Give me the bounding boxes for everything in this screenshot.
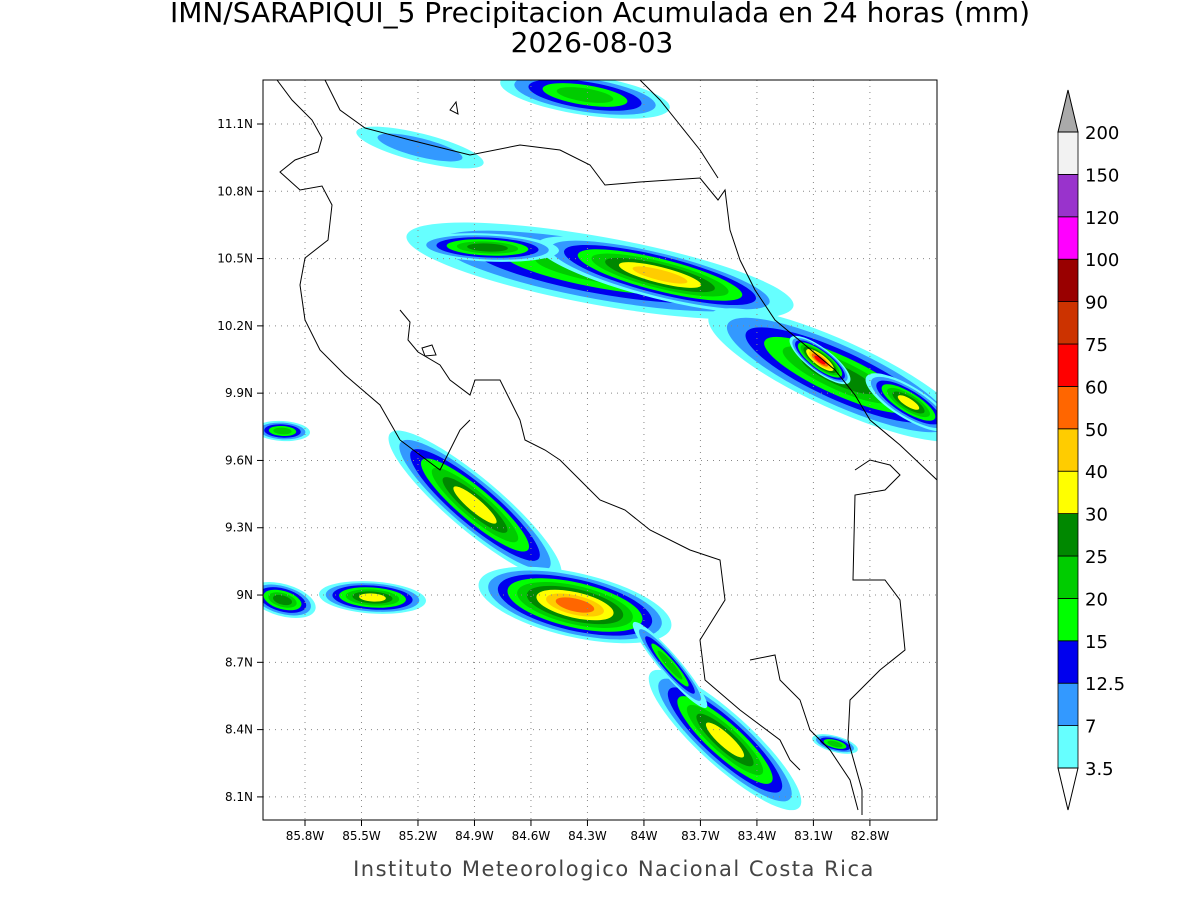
- coastline: [847, 459, 906, 815]
- y-tick-label: 8.7N: [225, 655, 253, 669]
- colorbar-label: 200: [1085, 123, 1119, 144]
- y-tick-label: 9.9N: [225, 386, 253, 400]
- colorbar-label: 150: [1085, 165, 1119, 186]
- colorbar-swatch: [1057, 258, 1079, 303]
- coastline: [399, 309, 801, 771]
- y-tick-label: 8.1N: [225, 790, 253, 804]
- rain-area: [897, 395, 920, 410]
- colorbar-label: 15: [1085, 632, 1108, 653]
- x-tick-label: 85.2W: [399, 829, 438, 843]
- footer: Instituto Meteorologico Nacional Costa R…: [353, 857, 875, 881]
- rain-area: [556, 87, 614, 103]
- x-tick-label: 84W: [630, 829, 657, 843]
- rain-area: [273, 427, 292, 435]
- rain-area: [814, 355, 826, 365]
- y-tick-label: 11.1N: [217, 117, 253, 131]
- coastline: [749, 654, 859, 811]
- x-tick-label: 83.4W: [738, 829, 777, 843]
- colorbar-label: 7: [1085, 717, 1096, 738]
- coastlines: [276, 80, 937, 815]
- y-tick-label: 10.2N: [217, 319, 253, 333]
- colorbar-swatch: [1057, 555, 1079, 599]
- y-tick-label: 9.3N: [225, 521, 253, 535]
- rain-area: [467, 243, 508, 252]
- coastline: [639, 80, 719, 179]
- colorbar-swatch: [1057, 343, 1079, 387]
- rain-area: [377, 133, 463, 162]
- colorbar-swatch: [1057, 470, 1079, 515]
- coastline: [276, 80, 401, 441]
- x-tick-label: 84.9W: [455, 829, 494, 843]
- subtitle: 2026-08-03: [511, 26, 674, 59]
- colorbar-label: 40: [1085, 462, 1108, 483]
- coastline: [449, 100, 459, 115]
- colorbar-over: [1057, 89, 1079, 133]
- colorbar-swatch: [1057, 640, 1079, 684]
- colorbar-label: 50: [1085, 420, 1108, 441]
- x-tick-label: 84.3W: [568, 829, 607, 843]
- colorbar-swatch: [1057, 682, 1079, 727]
- map-frame: [262, 79, 938, 821]
- colorbar-swatch: [1057, 428, 1079, 472]
- coastline: [421, 344, 437, 357]
- x-tick-label: 85.8W: [286, 829, 325, 843]
- colorbar-swatch: [1057, 301, 1079, 345]
- colorbar-label: 25: [1085, 547, 1108, 568]
- x-tick-label: 84.6W: [512, 829, 551, 843]
- rain-area: [657, 650, 683, 680]
- coastline: [324, 80, 937, 481]
- colorbar-swatch: [1057, 216, 1079, 260]
- y-tick-label: 8.4N: [225, 723, 253, 737]
- y-tick-label: 9.6N: [225, 453, 253, 467]
- x-tick-label: 82.8W: [851, 829, 890, 843]
- x-tick-label: 85.5W: [342, 829, 381, 843]
- grid: 85.8W 85.5W 85.2W 84.9W 84.6W 84.3W 84W 83.7W 83…: [217, 80, 937, 843]
- coastline: [399, 419, 471, 471]
- colorbar-label: 12.5: [1085, 674, 1125, 695]
- y-tick-label: 10.5N: [217, 252, 253, 266]
- colorbar-label: 3.5: [1085, 759, 1114, 780]
- colorbar-swatch: [1057, 725, 1079, 769]
- colorbar-under: [1057, 767, 1079, 811]
- colorbar-swatch: [1057, 385, 1079, 430]
- x-tick-label: 83.1W: [794, 829, 833, 843]
- title: IMN/SARAPIQUI_5 Precipitacion Acumulada …: [170, 0, 1030, 29]
- colorbar-label: 100: [1085, 250, 1119, 271]
- colorbar-swatch: [1057, 131, 1079, 175]
- precipitation: [263, 80, 937, 811]
- rain-area: [632, 266, 688, 284]
- colorbar-swatch: [1057, 173, 1079, 218]
- x-tick-label: 83.7W: [681, 829, 720, 843]
- y-tick-label: 9N: [236, 588, 253, 602]
- colorbar-label: 20: [1085, 589, 1108, 610]
- colorbar-swatch: [1057, 513, 1079, 557]
- colorbar: 3.5 7 12.5 15 20 25 30 40 50 60 75 90 100 120 150 200: [1057, 89, 1125, 811]
- y-tick-label: 10.8N: [217, 184, 253, 198]
- rain-area: [705, 722, 745, 758]
- rain-area: [827, 740, 843, 748]
- colorbar-label: 90: [1085, 293, 1108, 314]
- colorbar-label: 120: [1085, 208, 1119, 229]
- colorbar-label: 30: [1085, 505, 1108, 526]
- colorbar-label: 60: [1085, 377, 1108, 398]
- colorbar-label: 75: [1085, 335, 1108, 356]
- rain-area: [273, 594, 292, 606]
- colorbar-swatch: [1057, 598, 1079, 642]
- rain-area: [453, 486, 497, 524]
- rain-area: [555, 597, 595, 613]
